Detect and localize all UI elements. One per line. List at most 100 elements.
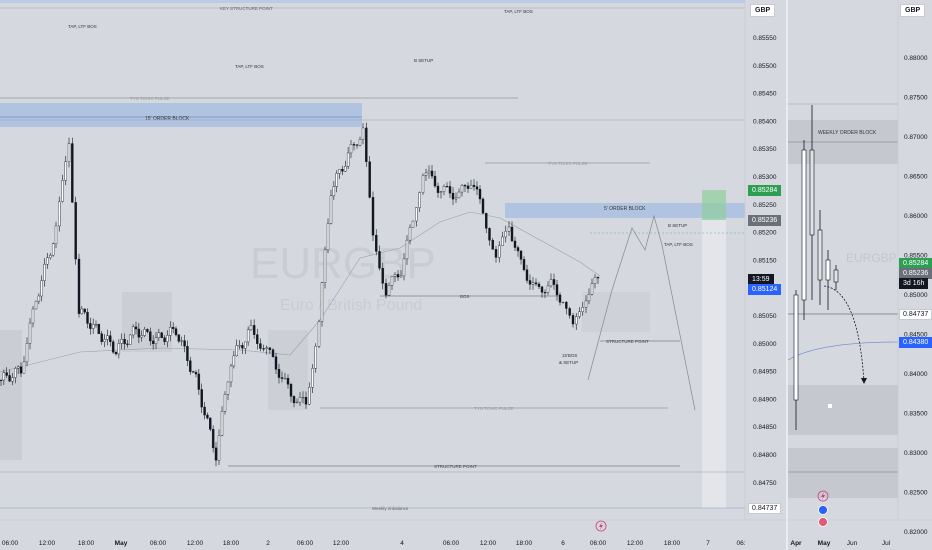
candle-body xyxy=(546,285,550,293)
weekly-price-tick-label: 0.85500 xyxy=(904,253,928,260)
candle-body xyxy=(558,294,562,303)
weekly-projection-arrow[interactable] xyxy=(823,285,865,383)
candle-body xyxy=(126,343,129,345)
candle-body xyxy=(507,226,511,232)
time-tick-label: 6 xyxy=(561,540,565,547)
weekly-watermark: EURGBP xyxy=(846,251,897,265)
weekly-price-tick-label: 0.82500 xyxy=(904,490,928,497)
price-tick-label: 0.84850 xyxy=(753,424,777,431)
weekly-candle-body xyxy=(817,229,823,281)
candle-body xyxy=(561,301,565,304)
candle-body xyxy=(25,343,29,363)
main-chart-pane[interactable]: EURGBP Euro / British Pound 15' ORDER BL… xyxy=(0,0,786,550)
weekly-chart-canvas[interactable]: EURGBP WEEKLY ORDER BLOCK 0.88000 0.87500… xyxy=(788,0,932,550)
weekly-price-tick-label: 0.87000 xyxy=(904,134,928,141)
weekly-currency-label[interactable]: GBP xyxy=(900,4,926,17)
candle-body xyxy=(43,263,46,281)
time-tick-label: 18:00 xyxy=(516,540,533,547)
candle-body xyxy=(408,227,412,241)
candle-body xyxy=(177,334,181,342)
price-tick-label: 0.85350 xyxy=(753,146,777,153)
currency-label[interactable]: GBP xyxy=(750,4,776,17)
main-chart-canvas[interactable]: EURGBP Euro / British Pound 15' ORDER BL… xyxy=(0,0,786,550)
candle-body xyxy=(575,316,578,325)
candle-body xyxy=(166,335,169,342)
candle-body xyxy=(277,369,281,378)
weekly-zone-1[interactable] xyxy=(788,385,898,435)
candle-body xyxy=(475,186,479,190)
order-block-5m-label: 5' ORDER BLOCK xyxy=(604,206,646,212)
time-tick-label: 18:00 xyxy=(664,540,681,547)
candle-body xyxy=(510,226,514,242)
weekly-time-tick-label: Apr xyxy=(790,540,802,547)
weekly-candlestick-series[interactable] xyxy=(793,105,839,430)
weekly-imbalance-label: Weekly imbalance xyxy=(372,506,409,511)
weekly-lightning-icon[interactable] xyxy=(817,490,829,502)
candle-body xyxy=(134,326,138,330)
weekly-price-tick-label: 0.85000 xyxy=(904,292,928,299)
time-tick-label: 18:00 xyxy=(78,540,95,547)
candle-body xyxy=(481,198,485,214)
order-block-5m[interactable] xyxy=(505,203,745,218)
candle-body xyxy=(418,192,421,208)
weekly-time-tick-label: Jul xyxy=(882,540,891,547)
tap-ltf-bos-label-4: TAP, LTF BOS xyxy=(664,242,693,247)
candle-body xyxy=(555,284,559,296)
candle-body xyxy=(528,280,532,285)
candle-body xyxy=(143,329,146,336)
candle-body xyxy=(74,202,77,260)
price-tick-label: 0.85550 xyxy=(753,35,777,42)
time-tick-label: 12:00 xyxy=(333,540,350,547)
candle-body xyxy=(22,361,26,374)
candle-body xyxy=(329,195,333,224)
range-label-2: TYS TCHIC PULSE xyxy=(548,161,588,166)
candle-body xyxy=(223,394,227,412)
candle-body xyxy=(430,170,434,177)
candle-body xyxy=(54,225,58,244)
candle-body xyxy=(252,325,256,335)
candle-body xyxy=(235,345,238,357)
candle-body xyxy=(241,345,244,349)
candle-body xyxy=(387,284,391,296)
candle-body xyxy=(146,329,149,332)
candle-body xyxy=(335,173,338,187)
candle-body xyxy=(341,168,344,172)
candle-body xyxy=(568,308,571,316)
candlestick-series[interactable] xyxy=(0,122,600,467)
order-block-15m[interactable] xyxy=(0,103,362,127)
candle-body xyxy=(378,251,381,269)
candle-body xyxy=(439,191,443,193)
weekly-candle-body xyxy=(809,149,815,236)
target-green-box[interactable] xyxy=(702,190,726,220)
weekly-time-axis[interactable]: Apr May Jun Jul xyxy=(790,540,890,547)
candle-body xyxy=(103,339,106,342)
weekly-arrow-head xyxy=(861,378,867,384)
time-tick-label: 12:00 xyxy=(39,540,56,547)
candle-body xyxy=(531,282,535,285)
candle-body xyxy=(584,300,588,308)
candle-body xyxy=(217,435,221,461)
time-axis[interactable]: 06:00 12:00 18:00 May 06:00 12:00 18:00 2 06:00 1… xyxy=(2,540,746,547)
candle-body xyxy=(292,396,296,404)
candle-body xyxy=(411,220,415,228)
candle-body xyxy=(28,322,32,344)
candle-body xyxy=(344,166,347,172)
weekly-event-icon-blue[interactable] xyxy=(818,505,828,515)
weekly-zone-2[interactable] xyxy=(788,448,898,498)
lightning-event-icon[interactable] xyxy=(595,520,607,532)
candle-body xyxy=(169,326,172,336)
candle-body xyxy=(463,185,467,187)
candle-body xyxy=(485,212,488,229)
weekly-chart-pane[interactable]: EURGBP WEEKLY ORDER BLOCK 0.88000 0.87500… xyxy=(788,0,932,550)
time-tick-label: 18:00 xyxy=(223,540,240,547)
candle-body xyxy=(123,339,126,345)
weekly-price-axis[interactable]: 0.88000 0.87500 0.87000 0.86500 0.86000 0.855… xyxy=(904,55,928,536)
candle-body xyxy=(203,406,206,416)
weekly-event-icon-red[interactable] xyxy=(818,517,828,527)
candle-body xyxy=(587,294,591,302)
projected-path[interactable] xyxy=(587,214,696,411)
candle-body xyxy=(365,127,368,162)
candle-body xyxy=(314,346,317,369)
candle-body xyxy=(100,333,103,342)
